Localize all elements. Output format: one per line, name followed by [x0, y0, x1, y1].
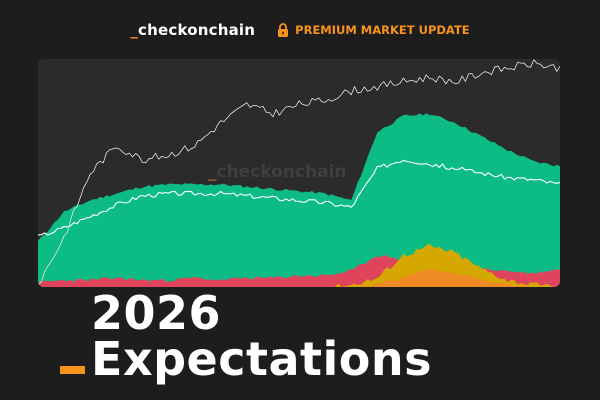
- watermark-underscore: _: [208, 162, 217, 182]
- premium-label: PREMIUM MARKET UPDATE: [295, 23, 470, 37]
- chart-card: _checkonchain: [38, 59, 560, 287]
- price-line: [38, 59, 560, 285]
- inner-white-line: [38, 159, 560, 236]
- headline-accent-bar: [60, 366, 86, 374]
- green-area-series: [38, 113, 560, 287]
- orange-area-series: [38, 268, 560, 287]
- premium-badge: PREMIUM MARKET UPDATE: [277, 23, 470, 37]
- watermark-text: checkonchain: [217, 162, 347, 182]
- lock-icon: [277, 23, 289, 37]
- chart-watermark: _checkonchain: [208, 162, 347, 182]
- chart-areas: [38, 113, 560, 287]
- brand-name: checkonchain: [138, 21, 256, 39]
- header: _checkonchain PREMIUM MARKET UPDATE: [0, 18, 600, 42]
- market-chart: _checkonchain: [38, 59, 560, 287]
- headline-text: 2026 Expectations: [91, 286, 433, 386]
- brand-logo: _checkonchain: [130, 21, 255, 39]
- headline: 2026 Expectations: [60, 290, 560, 382]
- brand-underscore: _: [130, 21, 139, 39]
- chart-lines: [38, 59, 560, 285]
